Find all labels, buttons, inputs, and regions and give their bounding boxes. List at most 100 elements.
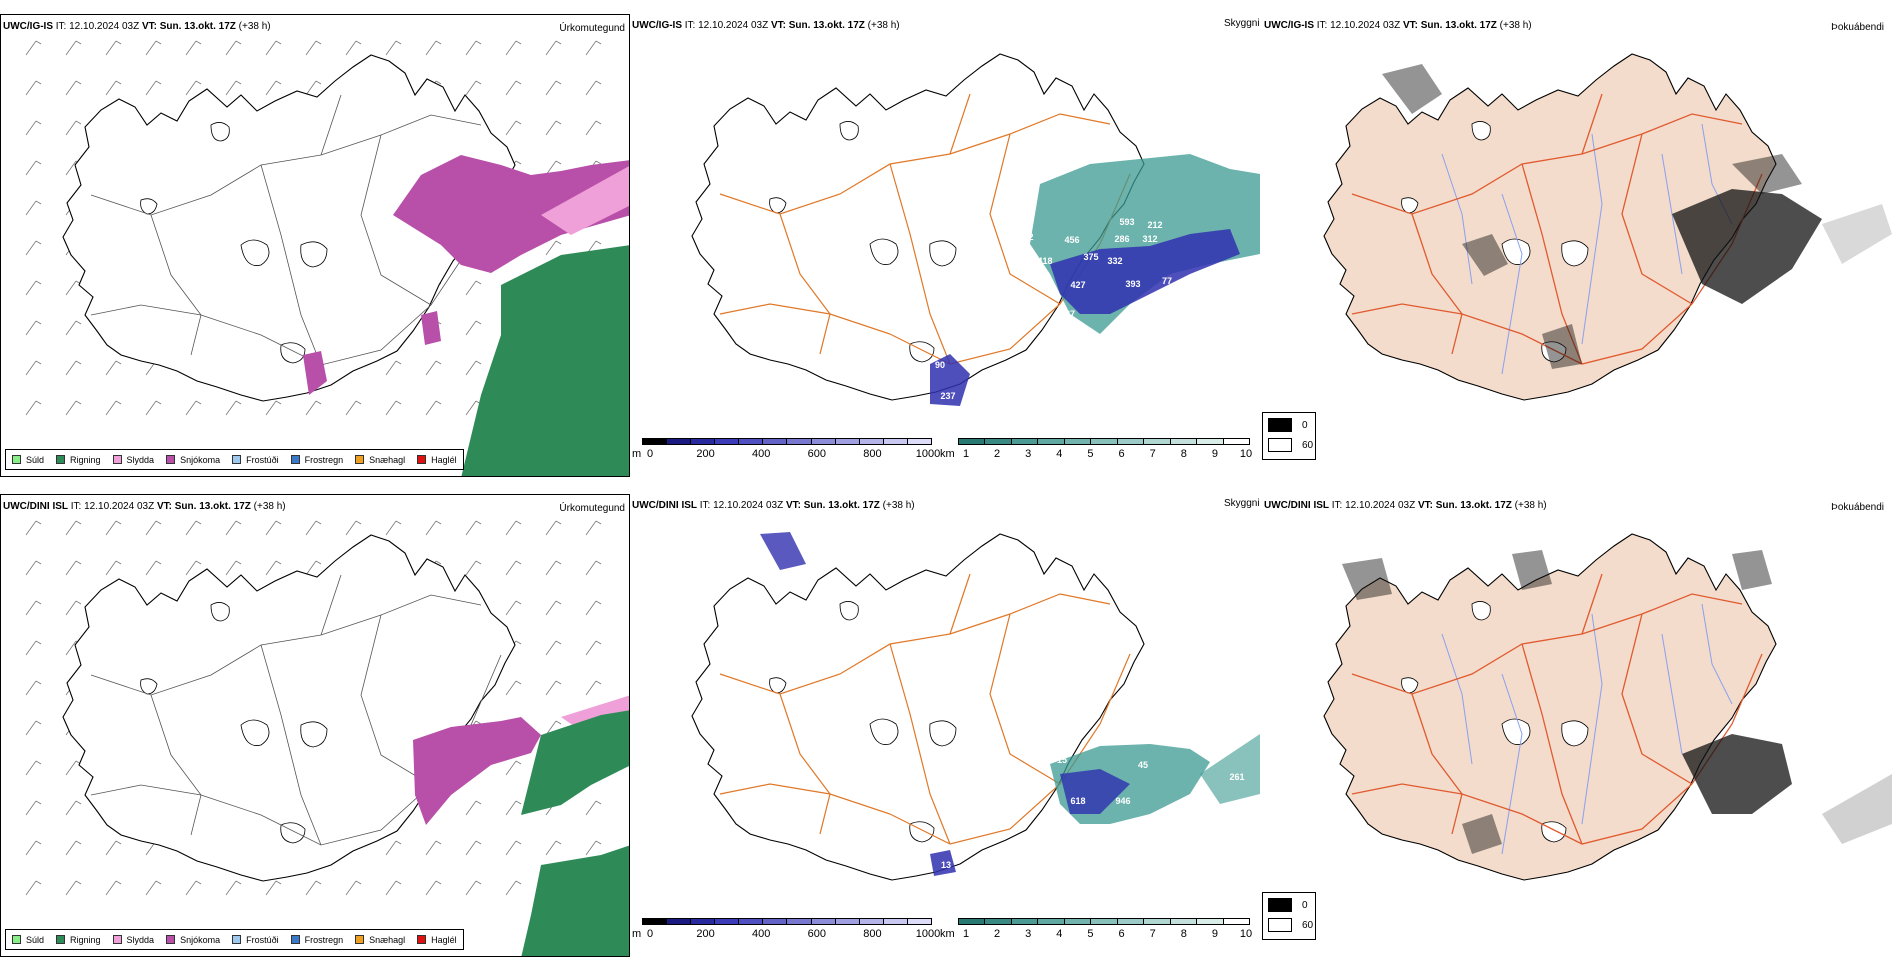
colorbar-tick: 3 [1025, 928, 1032, 940]
wind-barb [65, 280, 82, 296]
glacier-outline [240, 239, 270, 266]
colorbar-tick: 200 [696, 448, 715, 460]
fog-area [1732, 550, 1772, 590]
legend-swatch [290, 935, 300, 944]
colorbar-segment [1038, 439, 1065, 444]
init-time: 12.10.2024 03Z [84, 501, 155, 512]
river [1441, 633, 1473, 765]
legend-swatch [12, 455, 21, 464]
snow-area [421, 311, 441, 345]
lead-time: (+38 h) [1514, 500, 1547, 511]
colorbar-tick: 1 [962, 448, 970, 460]
colorbar-segment [1144, 439, 1171, 444]
wind-barb [65, 520, 82, 536]
legend-label: Frostúði [246, 934, 279, 945]
wind-barb [505, 680, 522, 696]
colorbar-segment [1117, 439, 1145, 444]
colorbar-segment [787, 919, 812, 924]
wind-barb [65, 320, 82, 336]
wind-barb [25, 720, 42, 736]
colorbar-tick: 4 [1056, 928, 1063, 940]
colorbar-segment [739, 919, 764, 924]
colorbar-segment [1197, 439, 1224, 444]
colorbar-segment [859, 439, 884, 444]
fog-legend-value: 60 [1302, 439, 1314, 451]
fog-panel-top: UWC/IG-IS IT: 12.10.2024 03Z VT: Sun. 13… [1262, 14, 1892, 477]
wind-barb [505, 600, 522, 616]
init-time: 12.10.2024 03Z [1345, 500, 1416, 511]
wind-barb [425, 880, 442, 896]
height-label: 237 [940, 391, 955, 401]
lead-time: (+38 h) [867, 20, 900, 31]
legend-swatch [290, 455, 300, 464]
model-name: UWC/DINI ISL [1264, 500, 1329, 511]
wind-barb [65, 760, 82, 776]
legend-item: Frostregn [290, 935, 343, 945]
height-label: 45 [1138, 760, 1148, 770]
wind-barb [385, 880, 402, 896]
wind-barb [65, 600, 82, 616]
height-label: 185 [1017, 258, 1032, 268]
sleet-area [541, 166, 629, 235]
wind-barb [585, 560, 602, 576]
wind-barb [25, 120, 42, 136]
colorbar-segment [1064, 439, 1092, 444]
wind-barb [185, 40, 202, 56]
snow-area [393, 155, 629, 273]
legend-label: Frostregn [304, 454, 344, 465]
valid-time: Sun. 13.okt. 17Z [803, 500, 880, 511]
precip-type-legend: Súld Rigning Slydda Snjókoma Frostúði Frostre… [5, 929, 464, 950]
colorbar-segment [1223, 439, 1249, 444]
colorbar-unit: km [940, 448, 955, 460]
colorbar-tick: 2 [994, 928, 1001, 940]
wind-barb [545, 840, 562, 856]
road [719, 113, 1111, 215]
colorbar-tick: 6 [1118, 448, 1125, 460]
legend-swatch [417, 935, 427, 944]
colorbar-segment [1038, 919, 1065, 924]
panel-title: Skyggni [1224, 18, 1260, 29]
wind-barb [545, 80, 562, 96]
wind-barb [345, 520, 362, 536]
colorbar-segment [691, 919, 716, 924]
wind-barb [25, 560, 42, 576]
init-time: 12.10.2024 03Z [1330, 20, 1401, 31]
wind-barb [305, 80, 322, 96]
wind-barb [25, 320, 42, 336]
road [1581, 573, 1603, 635]
fog-legend-row: 0 [1268, 418, 1308, 432]
fog-legend-swatch [1268, 418, 1292, 432]
colorbar-unit: m [632, 928, 642, 940]
wind-barb [185, 520, 202, 536]
rain-area [521, 710, 629, 815]
iceland-base [62, 54, 516, 402]
colorbar-tick: 8 [1180, 448, 1187, 460]
wind-barb [25, 160, 42, 176]
wind-barb [585, 800, 602, 816]
road [320, 94, 342, 156]
fog-area [1542, 324, 1582, 369]
wind-barb [465, 360, 482, 376]
iceland-coastline [691, 53, 1145, 401]
legend-swatch [56, 455, 66, 464]
height-label: 13 [941, 860, 951, 870]
wind-barb [545, 240, 562, 256]
colorbar-segment [835, 919, 860, 924]
colorbar-strip [958, 438, 1250, 445]
cloud-base-area [760, 532, 806, 570]
legend-item: Haglél [417, 935, 457, 945]
river-network [1441, 603, 1733, 855]
fog-legend-swatch [1268, 438, 1292, 452]
road [1521, 163, 1583, 365]
fog-panel-bottom: UWC/DINI ISL IT: 12.10.2024 03Z VT: Sun.… [1262, 494, 1892, 957]
wind-barb [25, 600, 42, 616]
colorbar-tick: 4 [1056, 448, 1063, 460]
panel-header: UWC/IG-IS IT: 12.10.2024 03Z VT: Sun. 13… [3, 21, 271, 32]
colorbar-segment [883, 439, 908, 444]
wind-barb [65, 880, 82, 896]
wind-barb [185, 400, 202, 416]
wind-barb [105, 80, 122, 96]
glacier-outline [1401, 197, 1419, 214]
panel-title: Úrkomutegund [559, 23, 625, 34]
colorbar-tick: 800 [863, 448, 882, 460]
